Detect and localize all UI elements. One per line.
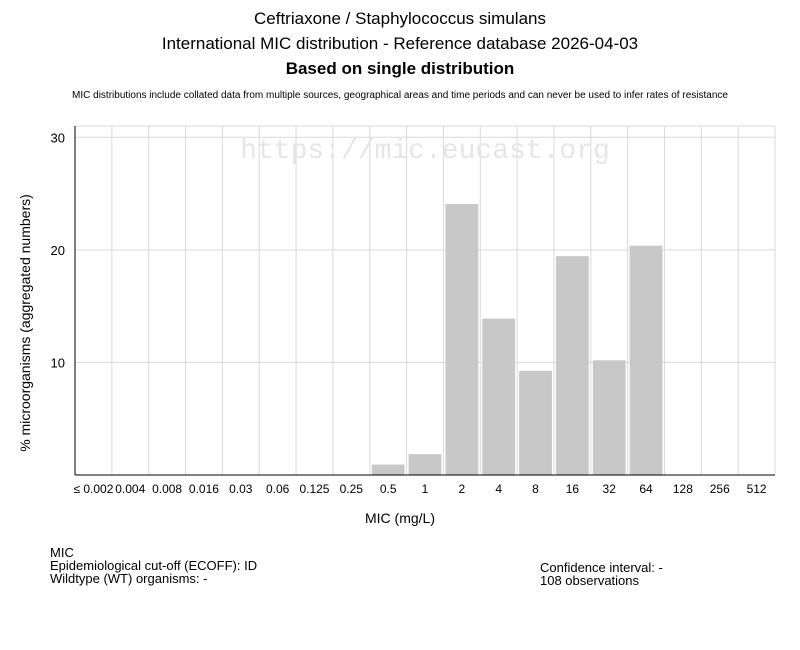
x-tick-label: ≤ 0.002 bbox=[73, 482, 113, 496]
wildtype-text: Wildtype (WT) organisms: - bbox=[50, 571, 208, 586]
chart-subtitle: International MIC distribution - Referen… bbox=[161, 34, 639, 53]
x-tick-label: 0.004 bbox=[115, 482, 145, 496]
mic-label: MIC bbox=[50, 545, 74, 560]
bar-0.5 bbox=[371, 464, 405, 475]
bar-32 bbox=[592, 360, 626, 475]
bars bbox=[371, 204, 663, 476]
chart-title: Ceftriaxone / Staphylococcus simulans bbox=[254, 9, 546, 28]
x-tick-label: 0.5 bbox=[380, 482, 397, 496]
footer-left: MIC Epidemiological cut-off (ECOFF): ID … bbox=[50, 546, 257, 585]
observations-text: 108 observations bbox=[540, 573, 640, 588]
ecoff-text: Epidemiological cut-off (ECOFF): ID bbox=[50, 558, 258, 573]
x-tick-label: 512 bbox=[747, 482, 767, 496]
y-tick-label: 20 bbox=[51, 243, 65, 258]
grid bbox=[75, 125, 776, 475]
x-tick-label: 16 bbox=[566, 482, 580, 496]
confidence-text: Confidence interval: - bbox=[540, 560, 663, 575]
x-tick-label: 0.008 bbox=[152, 482, 182, 496]
x-tick-label: 4 bbox=[495, 482, 502, 496]
bar-1 bbox=[408, 454, 442, 475]
bar-64 bbox=[629, 245, 663, 475]
x-tick-label: 0.125 bbox=[299, 482, 329, 496]
distribution-basis: Based on single distribution bbox=[285, 59, 515, 78]
y-tick-label: 10 bbox=[51, 355, 65, 370]
watermark-text: https://mic.eucast.org bbox=[240, 136, 610, 167]
x-tick-label: 0.03 bbox=[229, 482, 253, 496]
x-tick-label: 32 bbox=[603, 482, 617, 496]
x-tick-label: 0.25 bbox=[340, 482, 364, 496]
x-tick-label: 2 bbox=[458, 482, 465, 496]
x-tick-label: 128 bbox=[673, 482, 693, 496]
bar-16 bbox=[555, 256, 589, 475]
bar-8 bbox=[519, 370, 552, 475]
y-tick-label: 30 bbox=[51, 130, 65, 145]
footer-right: Confidence interval: - 108 observations bbox=[540, 561, 663, 587]
x-tick-label: 1 bbox=[422, 482, 429, 496]
bar-4 bbox=[482, 318, 516, 475]
disclaimer-text: MIC distributions include collated data … bbox=[72, 90, 728, 101]
axes: 10 20 30 ≤ 0.002 0.004 0.008 0.016 0.03 0.06 0.12… bbox=[51, 126, 775, 496]
x-tick-label: 0.06 bbox=[266, 482, 290, 496]
x-axis-label: MIC (mg/L) bbox=[365, 510, 435, 526]
bar-2 bbox=[445, 204, 479, 476]
y-axis-label: % microorganisms (aggregated numbers) bbox=[17, 194, 33, 452]
x-tick-label: 8 bbox=[532, 482, 539, 496]
x-tick-label: 64 bbox=[639, 482, 653, 496]
x-tick-label: 256 bbox=[710, 482, 730, 496]
x-tick-label: 0.016 bbox=[189, 482, 219, 496]
